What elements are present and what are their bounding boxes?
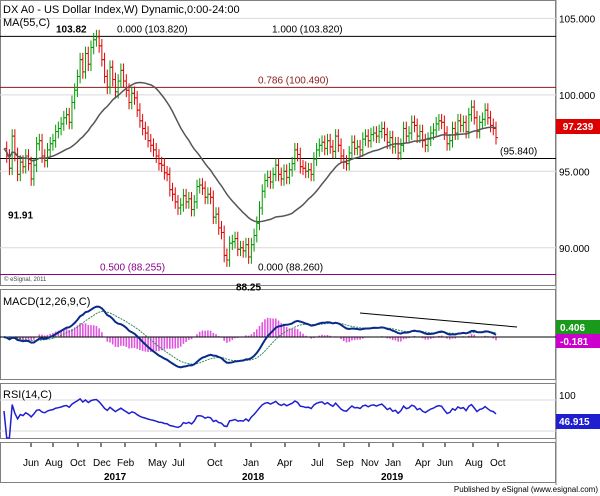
month-label: Jan bbox=[385, 458, 401, 469]
month-label: Feb bbox=[117, 458, 135, 469]
fib-level-label: 0.000 (103.820) bbox=[117, 24, 188, 35]
macd-label: MACD(12,26,9,C) bbox=[3, 296, 90, 308]
rsi-value-label: 46.915 bbox=[559, 417, 590, 428]
fib-level-label: (95.840) bbox=[500, 146, 537, 157]
price-tick-label: 90.000 bbox=[559, 244, 590, 255]
chart-title: DX A0 - US Dollar Index,W) Dynamic,0:00-… bbox=[3, 4, 240, 16]
macd-value-label: 0.406 bbox=[560, 323, 585, 334]
last-price-label: 97.239 bbox=[563, 122, 594, 133]
month-label: Dec bbox=[93, 458, 111, 469]
price-tick-label: 105.000 bbox=[559, 14, 596, 25]
month-label: Oct bbox=[207, 458, 223, 469]
macd-value-box bbox=[556, 320, 600, 334]
month-label: Jun bbox=[23, 458, 39, 469]
year-label: 2017 bbox=[104, 472, 127, 483]
month-label: Apr bbox=[277, 458, 293, 469]
moving-average-line bbox=[3, 81, 497, 223]
price-tick-label: 100.000 bbox=[559, 91, 596, 102]
year-label: 2018 bbox=[242, 472, 265, 483]
month-label: Jan bbox=[243, 458, 259, 469]
price-annotation: 103.82 bbox=[56, 24, 87, 35]
month-label: Aug bbox=[45, 458, 63, 469]
rsi-line bbox=[3, 397, 497, 439]
rsi-tick-100: 100 bbox=[559, 391, 576, 402]
macd-line bbox=[3, 305, 497, 369]
month-label: Oct bbox=[70, 458, 86, 469]
signal-value-label: -0.181 bbox=[560, 337, 589, 348]
price-annotation: 88.25 bbox=[236, 283, 261, 294]
signal-value-box bbox=[556, 334, 600, 348]
month-label: Nov bbox=[361, 458, 379, 469]
month-label: Aug bbox=[465, 458, 483, 469]
month-label: Oct bbox=[490, 458, 506, 469]
fib-level-label: 0.500 (88.255) bbox=[100, 262, 165, 273]
price-tick-label: 95.000 bbox=[559, 167, 590, 178]
month-label: Apr bbox=[415, 458, 431, 469]
fib-level-label: 0.786 (100.490) bbox=[258, 75, 329, 86]
month-label: Jul bbox=[172, 458, 185, 469]
footer-credit: Published by eSignal (www.esignal.com) bbox=[454, 485, 598, 494]
ma-label: MA(55,C) bbox=[3, 17, 50, 29]
macd-divergence-line bbox=[359, 312, 518, 328]
fib-level-label: 0.000 (88.260) bbox=[258, 262, 323, 273]
fib-level-label: 1.000 (103.820) bbox=[272, 24, 343, 35]
watermark: © eSignal, 2011 bbox=[4, 276, 47, 283]
price-annotation: 91.91 bbox=[8, 211, 33, 222]
last-price-box bbox=[556, 119, 600, 134]
month-label: Jul bbox=[311, 458, 324, 469]
rsi-label: RSI(14,C) bbox=[3, 389, 52, 401]
price-bars bbox=[4, 29, 498, 267]
month-label: Jun bbox=[437, 458, 453, 469]
rsi-value-box bbox=[556, 414, 600, 429]
month-label: Sep bbox=[336, 458, 354, 469]
year-label: 2019 bbox=[381, 472, 404, 483]
month-label: May bbox=[148, 458, 167, 469]
